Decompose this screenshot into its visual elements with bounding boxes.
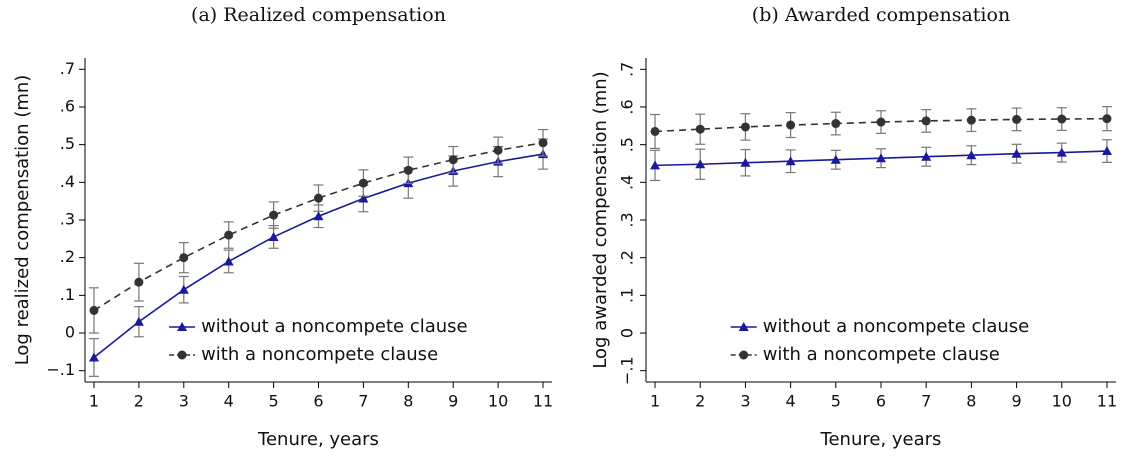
y-tick-label: .7 bbox=[60, 59, 75, 78]
marker bbox=[403, 165, 413, 175]
series-line bbox=[93, 141, 544, 312]
marker bbox=[740, 122, 750, 132]
marker bbox=[268, 231, 279, 241]
marker bbox=[313, 211, 324, 221]
y-tick-label: 0 bbox=[618, 328, 637, 338]
marker bbox=[695, 124, 705, 134]
marker bbox=[448, 155, 458, 165]
x-tick-label: 4 bbox=[224, 392, 234, 411]
marker bbox=[269, 210, 279, 220]
y-tick-label: .6 bbox=[618, 99, 637, 114]
marker bbox=[1057, 114, 1067, 124]
legend-label: without a noncompete clause bbox=[763, 316, 1030, 337]
x-axis-label: Tenure, years bbox=[820, 429, 942, 450]
y-tick-label: .2 bbox=[60, 247, 75, 266]
marker bbox=[177, 350, 187, 360]
marker bbox=[921, 151, 932, 161]
marker bbox=[89, 305, 99, 315]
marker bbox=[358, 193, 369, 203]
marker bbox=[179, 253, 189, 263]
marker bbox=[133, 316, 144, 326]
chart-title: (b) Awarded compensation bbox=[752, 4, 1010, 26]
y-tick-label: .3 bbox=[618, 212, 637, 227]
marker bbox=[740, 157, 751, 167]
marker bbox=[831, 119, 841, 129]
marker bbox=[830, 154, 841, 164]
marker bbox=[1102, 114, 1112, 124]
marker bbox=[921, 116, 931, 126]
marker bbox=[88, 352, 99, 362]
y-axis-label: Log awarded compensation (mn) bbox=[590, 71, 611, 368]
marker bbox=[314, 193, 323, 203]
x-tick-label: 6 bbox=[876, 392, 886, 411]
x-tick-label: 2 bbox=[695, 392, 705, 411]
x-tick-label: 8 bbox=[966, 392, 976, 411]
y-tick-label: 0 bbox=[65, 323, 75, 342]
marker bbox=[358, 178, 368, 188]
y-tick-label: .7 bbox=[618, 62, 637, 77]
chart-title: (a) Realized compensation bbox=[191, 4, 446, 26]
x-tick-label: 7 bbox=[921, 392, 931, 411]
x-tick-label: 5 bbox=[831, 392, 841, 411]
marker bbox=[739, 350, 749, 360]
marker bbox=[695, 159, 706, 169]
x-tick-label: 11 bbox=[1097, 392, 1117, 411]
y-tick-label: −.1 bbox=[46, 360, 75, 379]
x-tick-label: 10 bbox=[1052, 392, 1072, 411]
marker bbox=[1056, 147, 1067, 157]
legend-label: with a noncompete clause bbox=[201, 344, 438, 365]
y-tick-label: .4 bbox=[60, 172, 75, 191]
x-tick-label: 9 bbox=[448, 392, 458, 411]
marker bbox=[650, 126, 660, 136]
marker bbox=[1012, 114, 1022, 124]
x-tick-label: 9 bbox=[1011, 392, 1021, 411]
x-axis-label: Tenure, years bbox=[257, 429, 379, 450]
y-tick-label: −.1 bbox=[618, 356, 637, 385]
marker bbox=[966, 150, 977, 160]
y-tick-label: .1 bbox=[618, 288, 637, 303]
x-tick-label: 6 bbox=[313, 392, 323, 411]
marker bbox=[876, 153, 886, 163]
x-tick-label: 11 bbox=[533, 392, 553, 411]
y-tick-label: .2 bbox=[618, 250, 637, 265]
y-tick-label: .1 bbox=[60, 285, 75, 304]
y-tick-label: .6 bbox=[60, 96, 75, 115]
marker bbox=[538, 138, 548, 148]
x-tick-label: 3 bbox=[179, 392, 189, 411]
y-axis-label: Log realized compensation (mn) bbox=[12, 75, 33, 366]
marker bbox=[1101, 146, 1112, 156]
marker bbox=[738, 322, 749, 331]
marker bbox=[223, 256, 234, 266]
marker bbox=[134, 277, 144, 287]
marker bbox=[785, 156, 796, 166]
marker bbox=[493, 145, 503, 155]
legend-label: without a noncompete clause bbox=[201, 316, 468, 337]
x-tick-label: 1 bbox=[650, 392, 660, 411]
x-tick-label: 3 bbox=[740, 392, 750, 411]
series-line bbox=[654, 117, 1107, 133]
x-tick-label: 8 bbox=[403, 392, 413, 411]
marker bbox=[786, 120, 796, 130]
marker bbox=[1011, 148, 1022, 158]
marker bbox=[177, 322, 188, 331]
legend-label: with a noncompete clause bbox=[763, 344, 1000, 365]
y-tick-label: .5 bbox=[618, 137, 637, 152]
y-tick-label: .5 bbox=[60, 134, 75, 153]
x-tick-label: 7 bbox=[358, 392, 368, 411]
marker bbox=[966, 115, 976, 125]
x-tick-label: 1 bbox=[89, 392, 99, 411]
x-tick-label: 4 bbox=[786, 392, 796, 411]
marker bbox=[650, 160, 661, 170]
marker bbox=[224, 230, 234, 240]
y-tick-label: .4 bbox=[618, 175, 637, 190]
x-tick-label: 2 bbox=[134, 392, 144, 411]
y-tick-label: .3 bbox=[60, 210, 75, 229]
marker bbox=[178, 284, 189, 294]
x-tick-label: 5 bbox=[269, 392, 279, 411]
marker bbox=[876, 117, 886, 127]
x-tick-label: 10 bbox=[488, 392, 508, 411]
